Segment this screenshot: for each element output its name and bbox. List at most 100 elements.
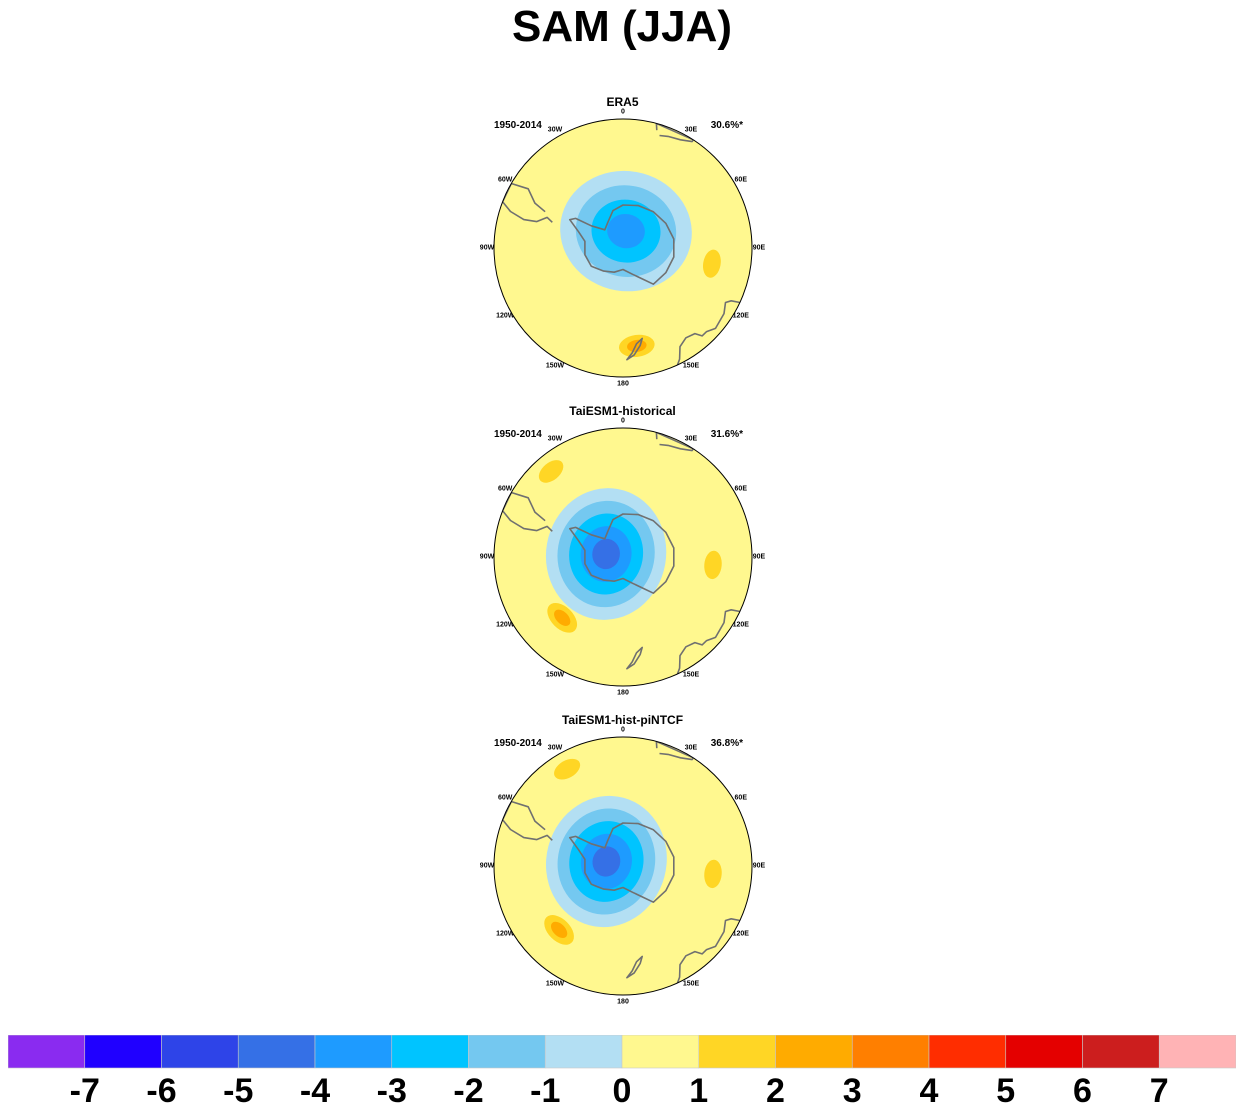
colorbar: [8, 1035, 1236, 1069]
contour-field: [494, 428, 752, 686]
south-america-coastline: [501, 182, 553, 223]
south-america-coastline: [501, 800, 553, 841]
contour-fill: [607, 213, 645, 249]
colorbar-segment: [1082, 1035, 1160, 1069]
new-zealand-coastline: [626, 955, 643, 979]
explained-variance: 36.8%*: [710, 738, 743, 749]
contour-fill: [702, 249, 721, 278]
longitude-label: 150W: [545, 362, 565, 370]
colorbar-segment: [621, 1035, 700, 1069]
longitude-label: 30E: [684, 435, 698, 443]
colorbar-tick-label: 0: [612, 1072, 632, 1110]
longitude-label: 120W: [496, 621, 515, 629]
longitude-label: 90E: [752, 862, 766, 870]
colorbar-segment: [84, 1035, 162, 1069]
panel-title: TaiESM1-historical: [569, 404, 676, 418]
map-panel: ERA5 1950-2014 30.6%* 0 30E 60E 90E 120E 150E 180…: [470, 95, 775, 395]
longitude-label: 180: [617, 998, 629, 1006]
longitude-label: 120W: [496, 930, 515, 938]
australia-coastline: [676, 300, 741, 366]
longitude-label: 90W: [479, 244, 495, 252]
longitude-label: 30E: [684, 126, 698, 134]
colorbar-tick-label: -3: [376, 1072, 407, 1110]
contour-field: [494, 737, 752, 995]
explained-variance: 30.6%*: [710, 120, 743, 131]
figure-title: SAM (JJA): [511, 2, 733, 51]
longitude-label: 120E: [732, 621, 749, 629]
longitude-label: 0: [621, 108, 625, 116]
colorbar-tick-label: -1: [530, 1072, 561, 1110]
longitude-label: 90W: [479, 862, 495, 870]
longitude-label: 120E: [732, 312, 749, 320]
longitude-label: 60E: [734, 176, 747, 184]
colorbar-tick-label: -5: [223, 1072, 254, 1110]
colorbar-tick-label: 4: [919, 1072, 939, 1110]
colorbar-segment: [1158, 1035, 1236, 1069]
colorbar-segment: [851, 1035, 930, 1069]
new-zealand-coastline: [626, 646, 643, 670]
longitude-label: 30W: [547, 126, 563, 134]
map-border: [493, 118, 753, 378]
longitude-label: 150E: [682, 362, 700, 370]
south-america-coastline: [501, 491, 553, 532]
australia-coastline: [676, 918, 741, 984]
period-label: 1950-2014: [494, 120, 542, 131]
colorbar-segment: [698, 1035, 776, 1069]
map-border: [493, 736, 753, 996]
colorbar-tick-label: -7: [69, 1072, 100, 1110]
contour-fill: [554, 758, 581, 780]
longitude-label: 150E: [682, 980, 700, 988]
colorbar-segment: [1005, 1035, 1083, 1069]
colorbar-segment: [314, 1035, 393, 1069]
contour-fill: [538, 460, 564, 483]
contour-fill: [554, 609, 571, 626]
contour-fill: [592, 846, 621, 877]
panel-title: ERA5: [606, 95, 639, 109]
polar-map: [493, 736, 753, 996]
longitude-label: 60W: [498, 176, 513, 184]
longitude-label: 90W: [479, 553, 495, 561]
polar-map: [493, 427, 753, 687]
new-zealand-coastline: [626, 337, 643, 361]
period-label: 1950-2014: [494, 738, 542, 749]
longitude-label: 120W: [496, 312, 515, 320]
polar-map: [493, 118, 753, 378]
map-border: [493, 427, 753, 687]
colorbar-tick-label: 2: [766, 1072, 785, 1110]
longitude-label: 30E: [684, 744, 698, 752]
antarctica-coastline: [569, 513, 675, 594]
longitude-label: 0: [621, 726, 625, 734]
colorbar-segment: [468, 1035, 546, 1069]
colorbar-tick-label: 6: [1073, 1072, 1092, 1110]
longitude-label: 150W: [545, 671, 565, 679]
contour-field: [494, 119, 752, 377]
colorbar-segment: [237, 1035, 316, 1069]
longitude-label: 180: [617, 689, 629, 697]
colorbar-segment: [8, 1035, 86, 1069]
longitude-label: 150W: [545, 980, 565, 988]
colorbar-tick-label: 7: [1149, 1072, 1169, 1110]
colorbar-segment: [775, 1035, 853, 1069]
map-panel: TaiESM1-hist-piNTCF 1950-2014 36.8%* 0 30E 60…: [470, 713, 775, 1013]
longitude-label: 150E: [682, 671, 700, 679]
colorbar-tick-label: 5: [996, 1072, 1016, 1110]
longitude-label: 0: [621, 417, 625, 425]
contour-fill: [550, 921, 568, 939]
colorbar-segment: [928, 1035, 1007, 1069]
colorbar-tick-label: 1: [689, 1072, 709, 1110]
colorbar-tick-label: -2: [453, 1072, 484, 1110]
longitude-label: 180: [617, 380, 629, 388]
australia-coastline: [676, 609, 741, 675]
longitude-label: 60W: [498, 794, 513, 802]
longitude-label: 60E: [734, 794, 747, 802]
antarctica-coastline: [569, 204, 675, 285]
longitude-label: 60E: [734, 485, 747, 493]
longitude-label: 120E: [732, 930, 749, 938]
longitude-label: 60W: [498, 485, 513, 493]
map-panel: TaiESM1-historical 1950-2014 31.6%* 0 30E 60E…: [470, 404, 775, 704]
panel-title: TaiESM1-hist-piNTCF: [561, 713, 684, 727]
colorbar-tick-label: -4: [299, 1072, 331, 1110]
contour-fill: [592, 538, 620, 570]
colorbar-segment: [161, 1035, 239, 1069]
longitude-label: 30W: [547, 435, 563, 443]
